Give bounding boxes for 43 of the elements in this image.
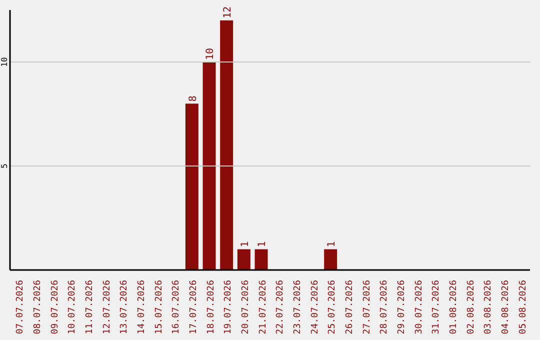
data-label: 1 [257, 241, 268, 248]
x-tick-label: 04.08.2026 [501, 280, 511, 334]
x-tick-label: 22.07.2026 [276, 280, 286, 334]
x-tick-label: 27.07.2026 [362, 280, 372, 334]
x-tick-label: 07.07.2026 [16, 280, 26, 334]
y-tick-label: 5 [0, 163, 9, 168]
bar [237, 249, 250, 270]
x-tick-label: 24.07.2026 [310, 280, 320, 334]
x-tick-label: 23.07.2026 [293, 280, 303, 334]
bar [202, 62, 216, 270]
x-tick-label: 26.07.2026 [345, 280, 355, 334]
x-tick-label: 28.07.2026 [380, 280, 390, 334]
x-tick-label: 02.08.2026 [466, 280, 476, 334]
data-label: 12 [222, 6, 234, 18]
x-tick-label: 31.07.2026 [432, 280, 442, 334]
bar [324, 249, 338, 270]
x-tick-label: 17.07.2026 [189, 280, 199, 334]
data-label: 1 [326, 241, 338, 248]
x-tick-label: 21.07.2026 [258, 280, 268, 334]
data-label: 8 [188, 96, 199, 102]
x-tick-label: 25.07.2026 [328, 280, 338, 334]
data-label: 10 [205, 48, 216, 60]
data-label: 1 [240, 241, 251, 248]
x-tick-label: 30.07.2026 [414, 280, 424, 334]
x-tick-label: 09.07.2026 [50, 280, 60, 334]
bar [254, 249, 268, 270]
x-tick-label: 01.08.2026 [449, 280, 459, 334]
bar [185, 104, 198, 270]
x-tick-label: 11.07.2026 [85, 280, 95, 334]
x-tick-label: 12.07.2026 [102, 280, 112, 334]
x-tick-label: 05.08.2026 [518, 280, 528, 334]
bar [220, 20, 234, 270]
x-tick-label: 16.07.2026 [172, 280, 182, 334]
x-tick-label: 14.07.2026 [137, 280, 147, 334]
x-tick-label: 03.08.2026 [484, 280, 494, 334]
x-tick-label: 15.07.2026 [154, 280, 164, 334]
x-tick-label: 13.07.2026 [120, 280, 130, 334]
x-tick-label: 10.07.2026 [68, 280, 78, 334]
x-tick-label: 08.07.2026 [33, 280, 43, 334]
x-tick-label: 18.07.2026 [206, 280, 216, 334]
x-tick-label: 20.07.2026 [241, 280, 251, 334]
x-tick-label: 19.07.2026 [224, 280, 234, 334]
x-tick-label: 29.07.2026 [397, 280, 407, 334]
